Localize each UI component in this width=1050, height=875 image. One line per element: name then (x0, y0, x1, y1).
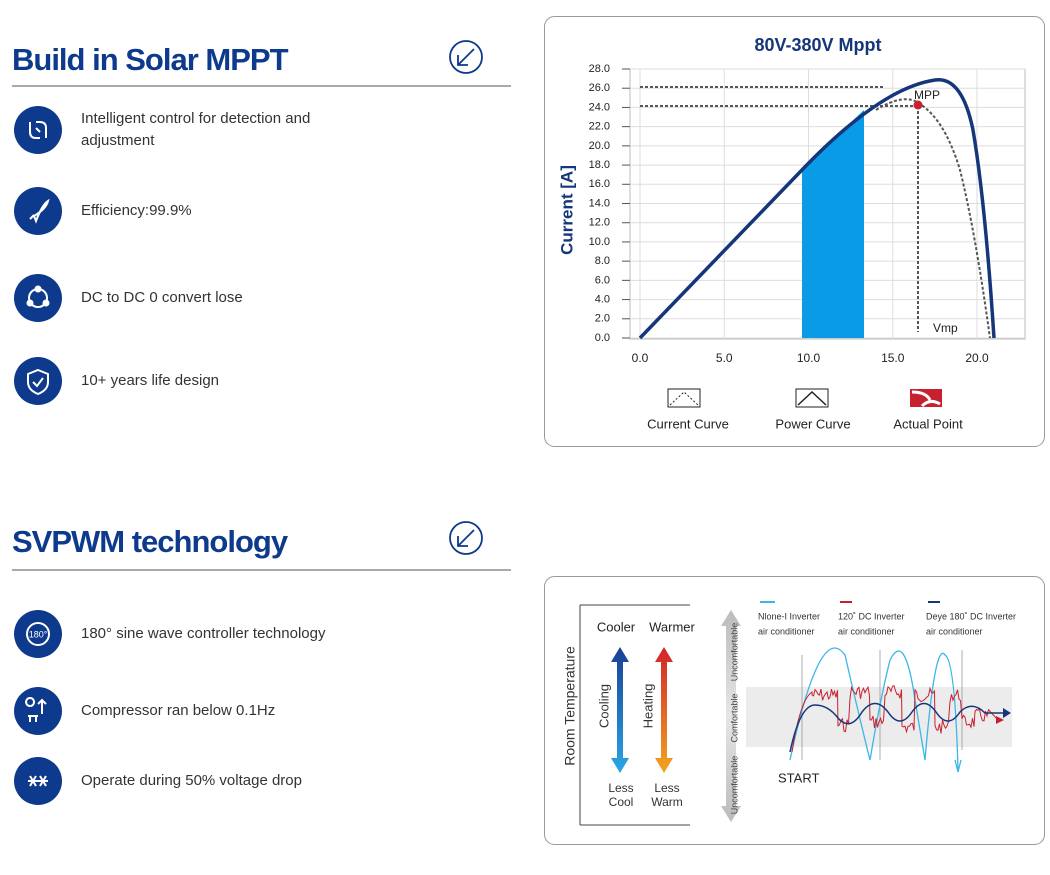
feature-text: Efficiency:99.9% (81, 202, 192, 219)
y-axis-label: Current [A] (557, 165, 576, 255)
annotation: MPP (914, 88, 940, 102)
y-tick-label: 8.0 (595, 255, 610, 267)
comfort-band (746, 687, 1012, 747)
y-tick-label: 28.0 (589, 63, 610, 75)
y-tick-label: 12.0 (589, 217, 610, 229)
legend-label: Current Curve (647, 416, 729, 431)
navy-arrow (1003, 708, 1011, 718)
legend-label: 120˚ DC Inverter (838, 611, 905, 621)
label: Cooler (597, 619, 636, 634)
y-tick-label: 14.0 (589, 197, 610, 209)
label: Less (608, 781, 633, 795)
icon-glyphs: 180° (25, 121, 50, 787)
cyan-arrow (954, 759, 962, 773)
y-tick-label: 18.0 (589, 159, 610, 171)
diagram-legend: Nlone-I Inverter air conditioner 120˚ DC… (758, 601, 1016, 636)
y-tick-label: 6.0 (595, 274, 610, 286)
feature-text: Intelligent control for detection and ad… (81, 110, 311, 149)
y-tick-label: 0.0 (595, 332, 610, 344)
label: Cool (609, 795, 634, 809)
x-tick-label: 5.0 (716, 351, 733, 365)
label: Less (654, 781, 679, 795)
feature-text: Operate during 50% voltage drop (81, 772, 302, 789)
label: Heating (640, 684, 655, 729)
guide-lines (640, 86, 991, 339)
legend-label: Power Curve (775, 416, 850, 431)
legend-label: air conditioner (758, 626, 815, 636)
section-title: Build in Solar MPPT (12, 42, 289, 77)
power-area (802, 110, 864, 338)
feature-text: 10+ years life design (81, 372, 220, 389)
cyan-curve (789, 647, 959, 771)
chart-card (544, 16, 1045, 447)
x-tick-label: 10.0 (797, 351, 821, 365)
label: Warmer (649, 619, 695, 634)
legend-swatch (911, 390, 941, 408)
zone-label: Uncomfortable (729, 756, 739, 815)
y-tick-label: 22.0 (589, 121, 610, 133)
navy-curve (789, 702, 1008, 753)
legend-label: Deye 180˚ DC Inverter (926, 611, 1016, 621)
annotation: Vmp (933, 321, 958, 335)
x-tick-label: 0.0 (632, 351, 649, 365)
icon-text: 180° (29, 629, 48, 639)
feature-text: DC to DC 0 convert lose (81, 289, 243, 306)
legend-label: Nlone-I Inverter (758, 611, 820, 621)
arrow-icon[interactable] (449, 521, 483, 555)
feature-text: 180° sine wave controller technology (81, 625, 326, 642)
legend: Current Curve Power Curve Actual Point (647, 388, 963, 431)
arrow-icon[interactable] (449, 40, 483, 74)
start-label: START (778, 770, 819, 785)
y-tick-label: 24.0 (589, 101, 610, 113)
y-tick-label: 2.0 (595, 313, 610, 325)
comfort-arrow (721, 610, 741, 822)
zone-label: Uncomfortable (729, 623, 739, 682)
label: Warm (651, 795, 683, 809)
red-curve (791, 684, 999, 753)
legend-label: Actual Point (893, 416, 963, 431)
y-tick-label: 10.0 (589, 236, 610, 248)
scale (579, 604, 690, 826)
feature-icons (14, 106, 62, 805)
cooling-arrow (611, 647, 629, 773)
current-curve (638, 78, 996, 340)
y-tick-label: 20.0 (589, 140, 610, 152)
x-tick-label: 15.0 (881, 351, 905, 365)
legend-swatch (667, 388, 701, 408)
label: Cooling (596, 684, 611, 728)
x-tick-label: 20.0 (965, 351, 989, 365)
legend-swatch (797, 390, 827, 406)
legend-label: air conditioner (838, 626, 895, 636)
chart-title: 80V-380V Mppt (754, 35, 881, 55)
y-tick-label: 26.0 (589, 82, 610, 94)
legend-swatch (795, 388, 829, 408)
section-title: SVPWM technology (12, 524, 288, 559)
y-tick-label: 4.0 (595, 293, 610, 305)
heating-arrow (655, 647, 673, 773)
y-axis-label: Room Temperature (562, 646, 578, 766)
red-arrow (996, 716, 1004, 724)
mpp-point (913, 100, 923, 110)
legend-label: air conditioner (926, 626, 983, 636)
feature-text: Compressor ran below 0.1Hz (81, 702, 276, 719)
zone-label: Comfortable (729, 693, 739, 742)
y-tick-label: 16.0 (589, 178, 610, 190)
